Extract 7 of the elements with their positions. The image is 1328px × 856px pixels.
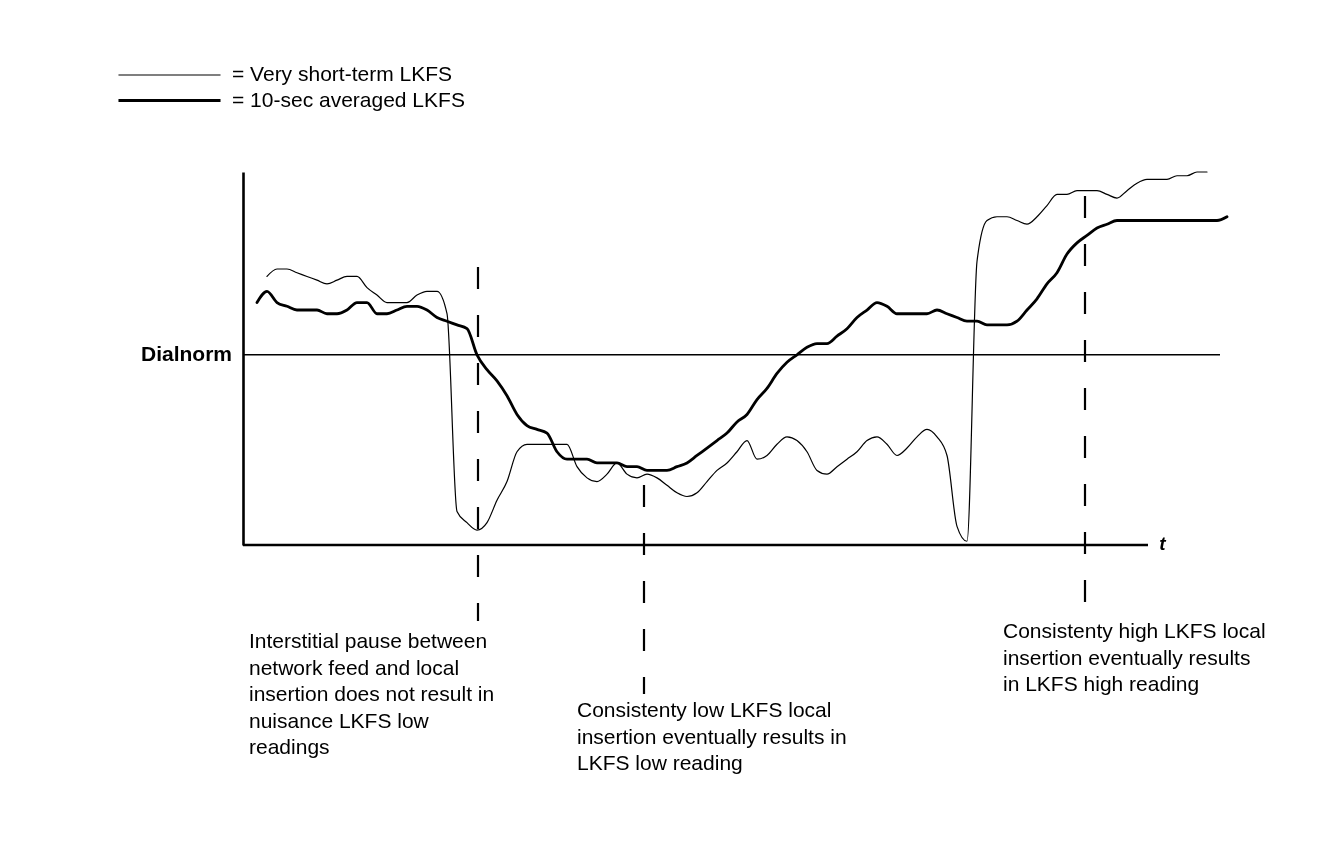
ref-line-label: Dialnorm <box>140 341 232 365</box>
legend-label: = Very short-term LKFS <box>232 62 452 85</box>
x-axis-title: t <box>1159 532 1167 554</box>
text: Interstitial pause between network feed and local insertion does not result in nuisance LKFS low readings <box>249 629 495 758</box>
text: Consistenty low LKFS local insertion eventually results in LKFS low reading <box>577 698 847 774</box>
legend-label: = 10-sec averaged LKFS <box>232 87 465 111</box>
text: Consistenty high LKFS local insertion eventually results in LKFS high reading <box>1003 619 1266 695</box>
